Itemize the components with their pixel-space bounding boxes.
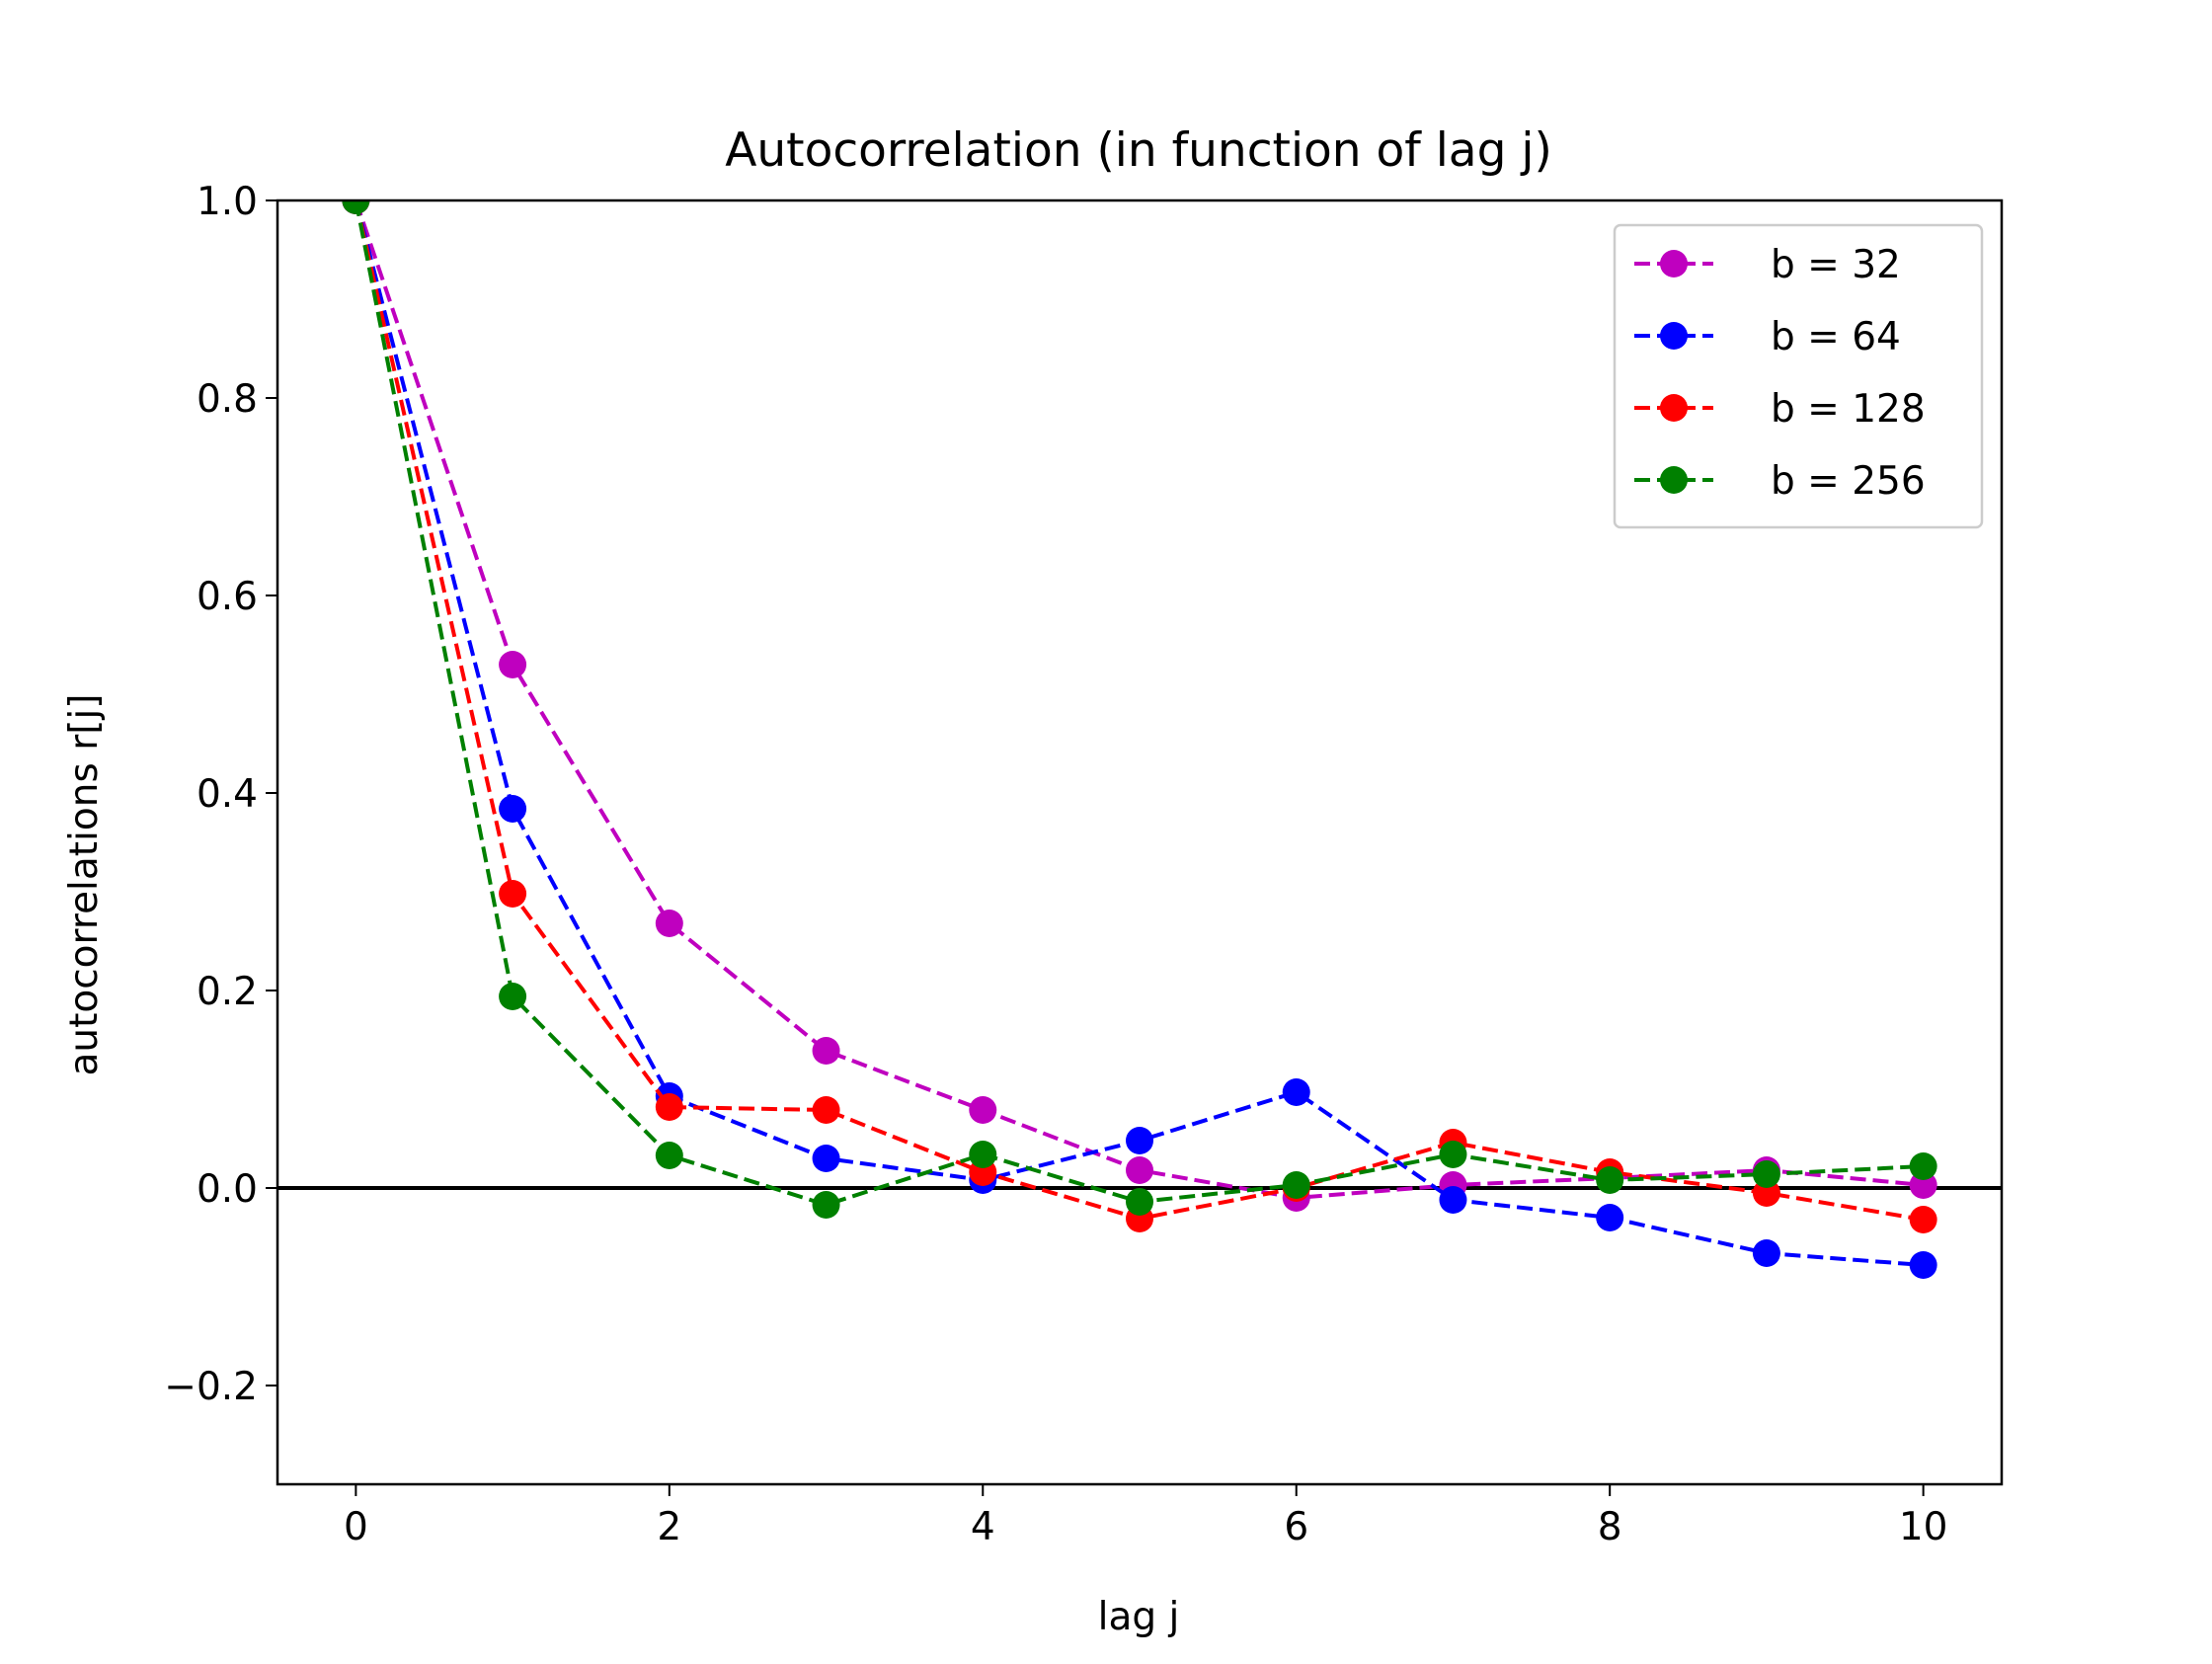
data-point: [1126, 1127, 1153, 1154]
chart-title: Autocorrelation (in function of lag j): [725, 123, 1552, 178]
y-tick-label: 0.4: [197, 772, 258, 817]
y-tick-label: −0.2: [164, 1365, 258, 1409]
data-point: [342, 200, 370, 214]
data-point: [1909, 1206, 1937, 1233]
y-tick-label: 0.2: [197, 970, 258, 1014]
axis-ticks: 0 2 4 6 8 10 −0.2 0.0 0.2 0.4 0.6 0.8 1.0: [164, 180, 1947, 1549]
data-point: [1126, 1156, 1153, 1184]
data-point: [1126, 1188, 1153, 1216]
data-point: [969, 1141, 997, 1168]
legend-label: b = 64: [1771, 315, 1901, 359]
data-point: [812, 1096, 840, 1124]
plot-area: [276, 198, 2004, 1486]
data-point: [655, 1142, 683, 1169]
data-point: [1282, 1171, 1310, 1199]
legend-marker: [1660, 322, 1688, 350]
x-tick-label: 4: [971, 1505, 995, 1549]
x-tick-label: 10: [1899, 1505, 1948, 1549]
data-point: [499, 795, 527, 823]
legend-entry: b = 64: [1634, 315, 1901, 359]
data-point: [1909, 1152, 1937, 1180]
legend-marker: [1660, 394, 1688, 422]
data-point: [1596, 1166, 1624, 1194]
legend: b = 32 b = 64 b = 128 b = 256: [1613, 223, 1984, 529]
x-tick-label: 8: [1598, 1505, 1622, 1549]
legend-entry: b = 32: [1634, 243, 1901, 287]
data-point: [655, 910, 683, 937]
data-point: [499, 880, 527, 908]
axes-frame: [276, 198, 2004, 1486]
legend-entry: b = 256: [1634, 459, 1926, 504]
legend-marker: [1660, 466, 1688, 494]
y-tick-label: 0.8: [197, 377, 258, 422]
legend-box: [1613, 223, 1984, 529]
data-point: [1596, 1204, 1624, 1231]
data-point: [1752, 1239, 1780, 1267]
data-point: [812, 1145, 840, 1172]
x-axis-label: lag j: [1098, 1595, 1180, 1639]
data-point: [499, 983, 527, 1010]
legend-label: b = 32: [1771, 243, 1901, 287]
x-tick-label: 6: [1284, 1505, 1308, 1549]
plot-inner: [277, 200, 2002, 1279]
y-tick-label: 0.6: [197, 575, 258, 619]
data-point: [812, 1037, 840, 1065]
data-point: [1282, 1078, 1310, 1106]
data-point: [1439, 1186, 1467, 1214]
data-point: [655, 1093, 683, 1121]
data-point: [1752, 1160, 1780, 1188]
data-point: [812, 1191, 840, 1219]
legend-entry: b = 128: [1634, 387, 1926, 432]
x-tick-label: 2: [657, 1505, 681, 1549]
y-tick-label: 1.0: [197, 180, 258, 224]
data-point: [969, 1096, 997, 1124]
data-point: [1439, 1141, 1467, 1168]
series-b-256: [342, 200, 1937, 1219]
legend-label: b = 256: [1771, 459, 1926, 504]
data-point: [1909, 1251, 1937, 1279]
legend-label: b = 128: [1771, 387, 1926, 432]
y-axis-label: autocorrelations r[j]: [62, 693, 107, 1075]
data-point: [499, 651, 527, 678]
x-tick-label: 0: [344, 1505, 368, 1549]
y-tick-label: 0.0: [197, 1167, 258, 1212]
legend-marker: [1660, 250, 1688, 277]
